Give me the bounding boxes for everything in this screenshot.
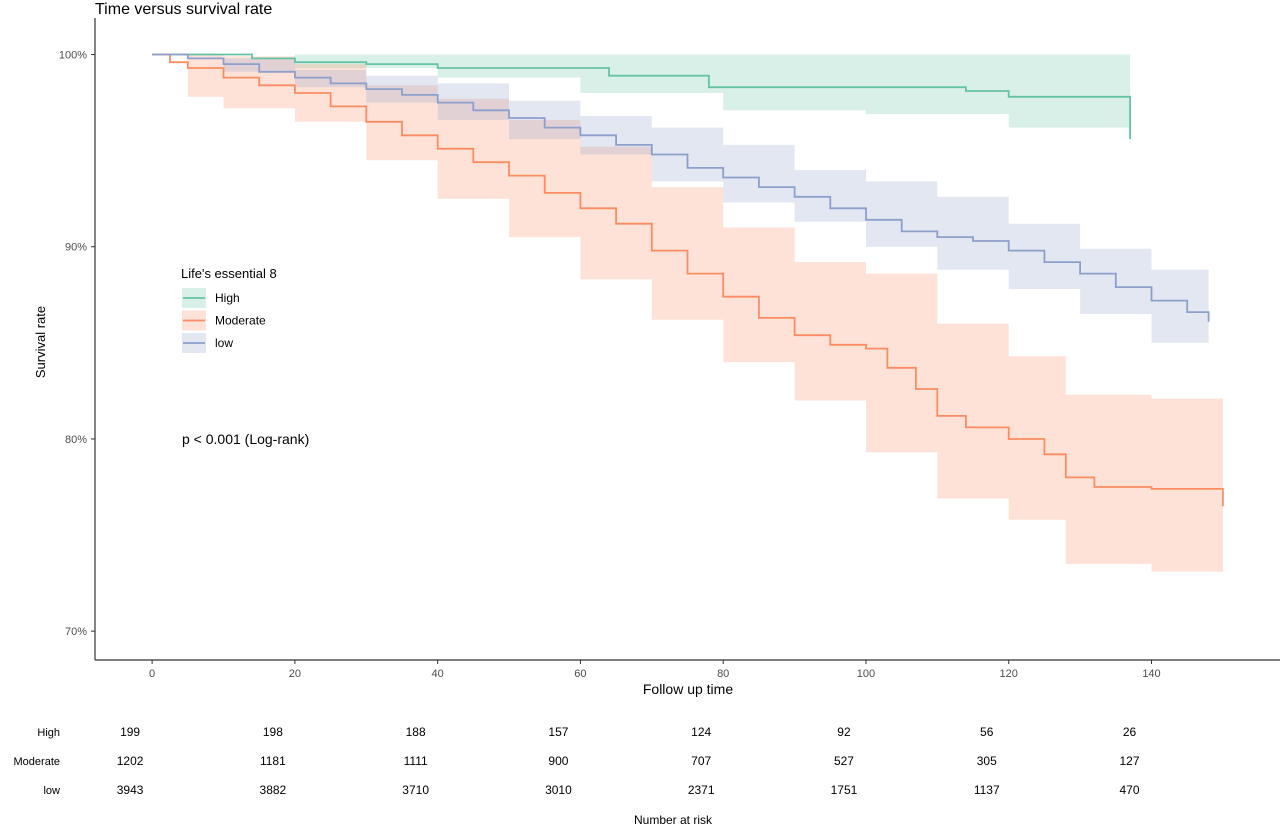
x-tick-label: 80	[717, 668, 729, 680]
y-tick-label: 70%	[65, 626, 87, 638]
risk-cell: 3882	[260, 783, 287, 797]
risk-cell: 157	[548, 725, 568, 739]
risk-cell: 1137	[974, 783, 1000, 797]
risk-cell: 3710	[402, 783, 429, 797]
x-tick-label: 120	[1000, 668, 1018, 680]
x-tick-label: 0	[149, 668, 155, 680]
chart-title: Time versus survival rate	[95, 1, 272, 18]
risk-cell: 305	[977, 754, 997, 768]
risk-cell: 707	[691, 754, 711, 768]
y-tick-label: 80%	[65, 434, 87, 446]
x-tick-label: 20	[289, 668, 301, 680]
y-tick-label: 100%	[59, 50, 87, 62]
ci-band-moderate	[152, 54, 1223, 607]
curve-low	[152, 53, 1210, 322]
risk-cell: 470	[1119, 783, 1139, 797]
risk-cell: 900	[548, 754, 568, 768]
risk-table-title: Number at risk	[634, 813, 713, 826]
risk-cell: 1181	[260, 754, 286, 768]
risk-cell: 2371	[688, 783, 715, 797]
risk-row-name: High	[37, 727, 60, 739]
x-axis-ticks: 0 20 40 60 80 100 120 140	[149, 660, 1161, 680]
survival-curves	[152, 53, 1224, 507]
x-tick-label: 140	[1142, 668, 1160, 680]
y-axis-ticks: 70% 80% 90% 100%	[59, 50, 95, 638]
risk-cell: 3943	[117, 783, 144, 797]
risk-cell: 56	[980, 725, 994, 739]
legend-label-high: High	[215, 291, 240, 305]
confidence-bands	[152, 54, 1223, 607]
pvalue-annotation: p < 0.001 (Log-rank)	[182, 431, 309, 447]
risk-cell: 188	[406, 725, 426, 739]
x-tick-label: 40	[432, 668, 444, 680]
x-tick-label: 60	[574, 668, 586, 680]
legend: Life's essential 8 High Moderate low	[181, 266, 277, 353]
risk-table: High 199 198 188 157 124 92 56 26 Moderate 1202 118…	[14, 725, 1140, 797]
risk-cell: 1751	[831, 783, 858, 797]
risk-cell: 1111	[404, 754, 428, 768]
curve-moderate	[152, 53, 1224, 507]
risk-cell: 1202	[117, 754, 144, 768]
risk-cell: 527	[834, 754, 854, 768]
risk-cell: 127	[1119, 754, 1139, 768]
legend-label-moderate: Moderate	[215, 314, 266, 328]
y-tick-label: 90%	[65, 242, 87, 254]
ci-band-low	[152, 54, 1209, 363]
risk-row-name: Moderate	[14, 756, 60, 768]
x-tick-label: 100	[857, 668, 875, 680]
ci-band-high	[152, 54, 1131, 224]
risk-cell: 199	[120, 725, 140, 739]
risk-cell: 26	[1123, 725, 1137, 739]
risk-cell: 92	[837, 725, 851, 739]
x-axis-title: Follow up time	[643, 681, 733, 697]
curve-high	[152, 53, 1131, 140]
risk-cell: 198	[263, 725, 283, 739]
legend-title: Life's essential 8	[181, 266, 277, 281]
risk-cell: 124	[691, 725, 711, 739]
risk-row-name: low	[43, 785, 60, 797]
legend-label-low: low	[215, 336, 233, 350]
y-axis-title: Survival rate	[33, 306, 48, 378]
risk-cell: 3010	[545, 783, 572, 797]
